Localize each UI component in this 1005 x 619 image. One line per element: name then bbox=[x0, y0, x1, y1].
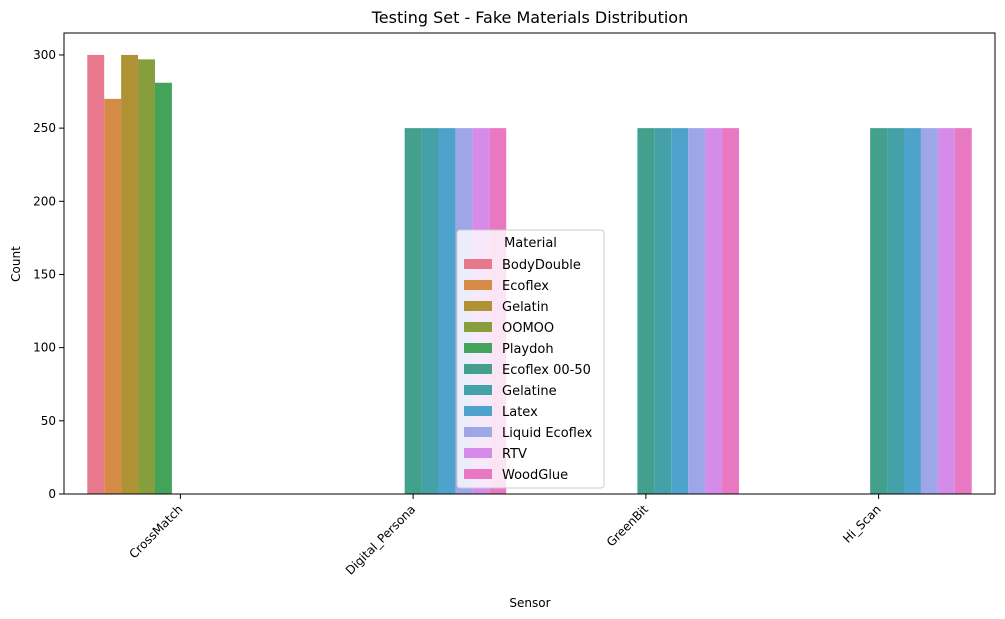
legend-label: RTV bbox=[502, 447, 527, 462]
y-tick-label: 250 bbox=[33, 121, 56, 135]
bar-ecoflex-00-50-greenbit bbox=[637, 128, 655, 494]
plot-frame bbox=[63, 32, 996, 495]
bar-woodglue-greenbit bbox=[722, 128, 739, 494]
bar-rtv-hi-scan bbox=[937, 128, 955, 494]
legend-swatch bbox=[464, 448, 492, 458]
legend-swatch bbox=[464, 469, 492, 479]
y-axis-label: Count bbox=[9, 246, 23, 282]
bar-liquid-ecoflex-greenbit bbox=[688, 128, 706, 494]
legend-label: Playdoh bbox=[502, 342, 554, 357]
bar-playdoh-crossmatch bbox=[154, 82, 172, 494]
legend-swatch bbox=[464, 427, 492, 437]
y-axis: 0 50 100 150 200 250 300 bbox=[33, 48, 64, 501]
legend-swatch bbox=[464, 406, 492, 416]
bar-ecoflex-00-50-hi-scan bbox=[870, 128, 888, 494]
x-tick-label: GreenBit bbox=[604, 502, 651, 549]
legend-box bbox=[456, 229, 605, 489]
x-tick-label: Hi_Scan bbox=[840, 502, 884, 546]
legend-label: Liquid Ecoflex bbox=[502, 426, 593, 441]
legend-swatch bbox=[464, 343, 492, 353]
legend-label: Ecoflex 00-50 bbox=[502, 363, 591, 378]
bar-ecoflex-00-50-digital-persona bbox=[404, 128, 422, 494]
y-tick-label: 200 bbox=[33, 194, 56, 208]
bar-latex-greenbit bbox=[671, 128, 689, 494]
legend-swatch bbox=[464, 385, 492, 395]
legend-label: OOMOO bbox=[502, 321, 554, 336]
legend-label: WoodGlue bbox=[502, 468, 568, 483]
y-tick-label: 0 bbox=[48, 487, 56, 501]
y-tick-label: 300 bbox=[33, 48, 56, 62]
bar-gelatine-greenbit bbox=[654, 128, 672, 494]
legend-label: Latex bbox=[502, 405, 538, 420]
legend-swatch bbox=[464, 280, 492, 290]
legend-swatch bbox=[464, 322, 492, 332]
bar-woodglue-hi-scan bbox=[954, 128, 972, 494]
x-axis: CrossMatch Digital_Persona GreenBit Hi_Scan bbox=[126, 494, 884, 578]
legend-label: Ecoflex bbox=[502, 279, 549, 294]
bar-ecoflex-crossmatch bbox=[104, 98, 122, 494]
bar-gelatin-crossmatch bbox=[121, 54, 139, 494]
y-tick-label: 50 bbox=[41, 414, 56, 428]
bar-gelatine-hi-scan bbox=[887, 128, 905, 494]
x-tick-label: CrossMatch bbox=[126, 502, 185, 561]
bar-latex-hi-scan bbox=[904, 128, 921, 494]
bar-bodydouble-crossmatch bbox=[87, 54, 105, 494]
legend-swatch bbox=[464, 259, 492, 269]
legend-swatch bbox=[464, 301, 492, 311]
bar-rtv-greenbit bbox=[705, 128, 723, 494]
legend-title: Material bbox=[504, 236, 557, 251]
x-tick-label: Digital_Persona bbox=[343, 502, 418, 577]
legend: Material BodyDouble Ecoflex Gelatin OOMOO Pla… bbox=[456, 229, 605, 489]
chart-title: Testing Set - Fake Materials Distributio… bbox=[371, 8, 688, 27]
y-tick-label: 100 bbox=[33, 341, 56, 355]
legend-label: Gelatin bbox=[502, 300, 549, 315]
legend-label: Gelatine bbox=[502, 384, 557, 399]
y-tick-label: 150 bbox=[33, 267, 56, 281]
bar-gelatine-digital-persona bbox=[421, 128, 439, 494]
x-axis-label: Sensor bbox=[509, 596, 550, 610]
legend-swatch bbox=[464, 364, 492, 374]
legend-label: BodyDouble bbox=[502, 258, 581, 273]
bar-liquid-ecoflex-hi-scan bbox=[920, 128, 938, 494]
bar-oomoo-crossmatch bbox=[138, 59, 155, 494]
bar-latex-digital-persona bbox=[438, 128, 456, 494]
